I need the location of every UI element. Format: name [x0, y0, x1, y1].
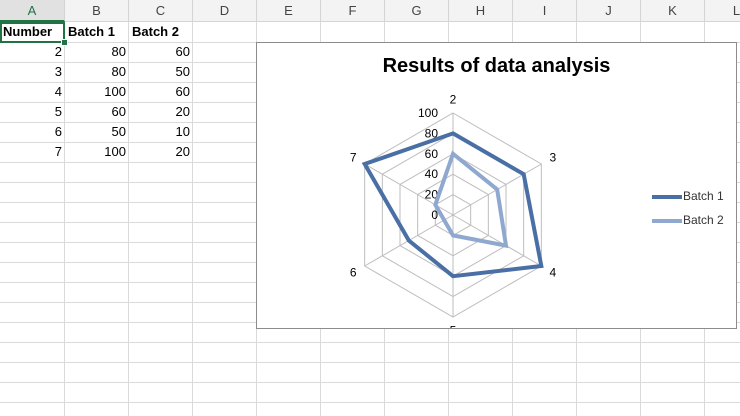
data-cell[interactable]: 50 [111, 124, 126, 139]
radar-chart: 0 20 40 60 80 100 2 3 4 5 6 7 [350, 93, 557, 328]
column-header-a[interactable]: A [0, 0, 65, 22]
column-header-g[interactable]: G [385, 0, 449, 22]
data-cell[interactable]: 80 [111, 44, 126, 59]
column-header-h[interactable]: H [449, 0, 513, 22]
radial-tick-label: 60 [425, 147, 439, 161]
data-cell[interactable]: 80 [111, 64, 126, 79]
legend-label-batch-1: Batch 1 [683, 189, 724, 203]
grid-row-line [0, 402, 740, 403]
data-cell[interactable]: 100 [104, 84, 126, 99]
category-label: 3 [549, 150, 556, 164]
column-header-e[interactable]: E [257, 0, 321, 22]
header-cell[interactable]: Batch 1 [68, 24, 115, 39]
data-cell[interactable]: 60 [175, 44, 190, 59]
data-cell[interactable]: 4 [54, 84, 62, 99]
data-cell[interactable]: 5 [54, 104, 62, 119]
data-cell[interactable]: 20 [175, 104, 190, 119]
category-label: 7 [350, 150, 357, 164]
header-cell[interactable]: Batch 2 [132, 24, 179, 39]
column-header-c[interactable]: C [129, 0, 193, 22]
grid-row-line [0, 382, 740, 383]
data-cell[interactable]: 3 [54, 64, 62, 79]
data-cell[interactable]: 100 [104, 144, 126, 159]
chart-area[interactable]: Results of data analysis 0 20 40 60 80 100 2 3 4… [256, 42, 737, 329]
header-cell[interactable]: Number [3, 24, 53, 39]
fill-handle[interactable] [61, 39, 68, 46]
data-cell[interactable]: 6 [54, 124, 62, 139]
grid-column-line [128, 22, 129, 416]
column-header-j[interactable]: J [577, 0, 641, 22]
data-cell[interactable]: 60 [175, 84, 190, 99]
category-label: 4 [549, 266, 556, 280]
legend-label-batch-2: Batch 2 [683, 213, 724, 227]
data-cell[interactable]: 50 [175, 64, 190, 79]
category-label: 6 [350, 266, 357, 280]
chart-title[interactable]: Results of data analysis [382, 55, 611, 77]
column-header-d[interactable]: D [193, 0, 257, 22]
column-header-b[interactable]: B [65, 0, 129, 22]
category-label: 2 [450, 93, 457, 107]
column-header-k[interactable]: K [641, 0, 705, 22]
radial-tick-label: 80 [425, 126, 439, 140]
column-header-i[interactable]: I [513, 0, 577, 22]
data-cell[interactable]: 7 [54, 144, 62, 159]
radial-tick-label: 0 [431, 208, 438, 222]
grid-column-line [192, 22, 193, 416]
column-header-f[interactable]: F [321, 0, 385, 22]
grid-row-line [0, 362, 740, 363]
data-cell[interactable]: 10 [175, 124, 190, 139]
grid-column-line [64, 22, 65, 416]
legend-line-batch-2 [652, 219, 682, 223]
data-cell[interactable]: 2 [54, 44, 62, 59]
radial-tick-label: 100 [418, 106, 438, 120]
radar-spoke [452, 214, 542, 267]
series-line-batch-2 [433, 150, 509, 249]
radial-tick-label: 40 [425, 167, 439, 181]
grid-row-line [0, 342, 740, 343]
column-header-l[interactable]: L [705, 0, 740, 22]
data-cell[interactable]: 60 [111, 104, 126, 119]
category-label: 5 [450, 323, 457, 328]
legend-line-batch-1 [652, 195, 682, 199]
radial-tick-label: 20 [425, 188, 439, 202]
data-cell[interactable]: 20 [175, 144, 190, 159]
series-line-batch-1 [361, 131, 544, 279]
